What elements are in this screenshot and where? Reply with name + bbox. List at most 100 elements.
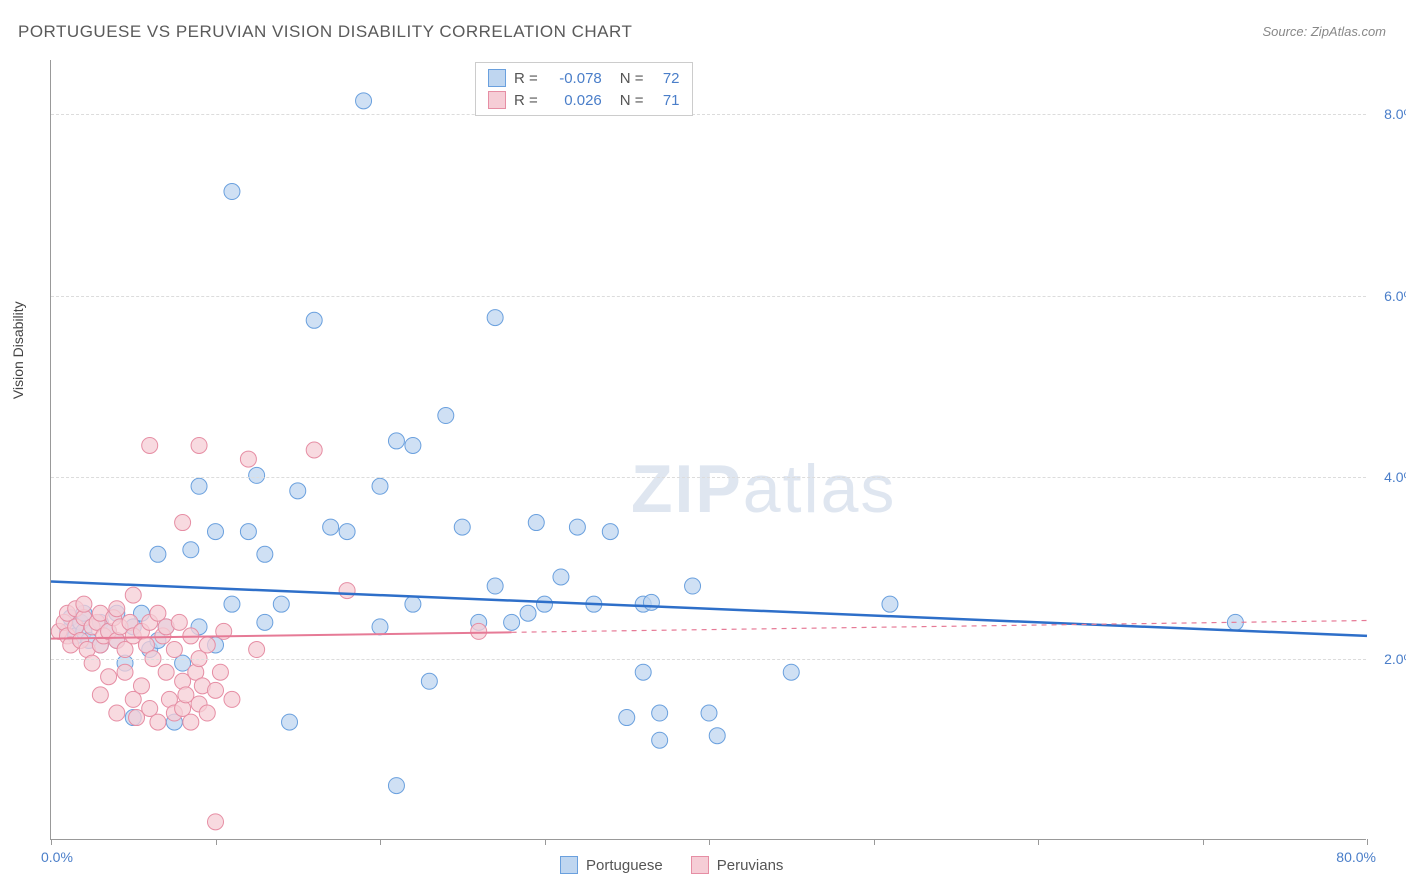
legend-swatch	[560, 856, 578, 874]
y-tick-label: 8.0%	[1371, 106, 1406, 122]
data-point	[208, 814, 224, 830]
x-axis-min-label: 0.0%	[41, 849, 73, 865]
data-point	[882, 596, 898, 612]
data-point	[635, 664, 651, 680]
y-tick-label: 6.0%	[1371, 288, 1406, 304]
data-point	[199, 705, 215, 721]
data-point	[191, 478, 207, 494]
data-point	[175, 515, 191, 531]
scatter-svg	[51, 60, 1366, 839]
data-point	[487, 310, 503, 326]
data-point	[388, 778, 404, 794]
legend-r-label: R =	[514, 70, 538, 87]
x-tick	[709, 839, 710, 845]
data-point	[783, 664, 799, 680]
regression-line	[51, 582, 1367, 636]
data-point	[125, 587, 141, 603]
data-point	[339, 583, 355, 599]
data-point	[240, 451, 256, 467]
data-point	[208, 524, 224, 540]
x-tick	[1367, 839, 1368, 845]
data-point	[166, 642, 182, 658]
data-point	[290, 483, 306, 499]
data-point	[92, 687, 108, 703]
legend-label: Peruvians	[717, 857, 784, 874]
x-tick	[1038, 839, 1039, 845]
data-point	[158, 664, 174, 680]
data-point	[454, 519, 470, 535]
data-point	[306, 312, 322, 328]
data-point	[537, 596, 553, 612]
legend-swatch	[691, 856, 709, 874]
data-point	[282, 714, 298, 730]
data-point	[109, 705, 125, 721]
data-point	[306, 442, 322, 458]
data-point	[257, 546, 273, 562]
data-point	[224, 184, 240, 200]
x-tick	[51, 839, 52, 845]
data-point	[520, 605, 536, 621]
data-point	[208, 682, 224, 698]
data-point	[652, 705, 668, 721]
x-axis-max-label: 80.0%	[1336, 849, 1376, 865]
y-tick-label: 2.0%	[1371, 651, 1406, 667]
data-point	[356, 93, 372, 109]
x-tick	[1203, 839, 1204, 845]
data-point	[685, 578, 701, 594]
legend-n-label: N =	[620, 70, 644, 87]
legend-swatch	[488, 69, 506, 87]
legend-swatch	[488, 91, 506, 109]
grid-line	[51, 477, 1366, 478]
x-tick	[874, 839, 875, 845]
data-point	[273, 596, 289, 612]
x-tick	[545, 839, 546, 845]
data-point	[339, 524, 355, 540]
y-tick-label: 4.0%	[1371, 469, 1406, 485]
data-point	[372, 478, 388, 494]
data-point	[388, 433, 404, 449]
data-point	[323, 519, 339, 535]
y-axis-label: Vision Disability	[10, 301, 26, 399]
data-point	[257, 614, 273, 630]
data-point	[76, 596, 92, 612]
source-attribution: Source: ZipAtlas.com	[1262, 24, 1386, 39]
data-point	[701, 705, 717, 721]
data-point	[372, 619, 388, 635]
plot-area: ZIPatlas 0.0% 80.0% 2.0%4.0%6.0%8.0%	[50, 60, 1366, 840]
legend-n-label: N =	[620, 92, 644, 109]
data-point	[421, 673, 437, 689]
data-point	[652, 732, 668, 748]
data-point	[101, 669, 117, 685]
legend-row: R =0.026N =71	[488, 89, 680, 111]
grid-line	[51, 296, 1366, 297]
data-point	[133, 678, 149, 694]
data-point	[142, 437, 158, 453]
x-tick	[380, 839, 381, 845]
data-point	[224, 691, 240, 707]
data-point	[240, 524, 256, 540]
data-point	[405, 437, 421, 453]
data-point	[619, 710, 635, 726]
data-point	[249, 467, 265, 483]
legend-label: Portuguese	[586, 857, 663, 874]
data-point	[224, 596, 240, 612]
data-point	[553, 569, 569, 585]
legend-row: R =-0.078N =72	[488, 67, 680, 89]
data-point	[709, 728, 725, 744]
legend-item: Portuguese	[560, 856, 663, 874]
data-point	[117, 664, 133, 680]
data-point	[183, 714, 199, 730]
data-point	[84, 655, 100, 671]
grid-line	[51, 659, 1366, 660]
x-tick	[216, 839, 217, 845]
legend-r-value: -0.078	[546, 70, 602, 87]
legend-r-value: 0.026	[546, 92, 602, 109]
data-point	[199, 637, 215, 653]
data-point	[150, 714, 166, 730]
data-point	[191, 437, 207, 453]
data-point	[504, 614, 520, 630]
data-point	[643, 594, 659, 610]
data-point	[150, 546, 166, 562]
data-point	[183, 542, 199, 558]
data-point	[405, 596, 421, 612]
